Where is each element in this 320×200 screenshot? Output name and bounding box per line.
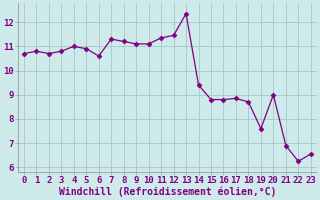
X-axis label: Windchill (Refroidissement éolien,°C): Windchill (Refroidissement éolien,°C) xyxy=(59,187,276,197)
